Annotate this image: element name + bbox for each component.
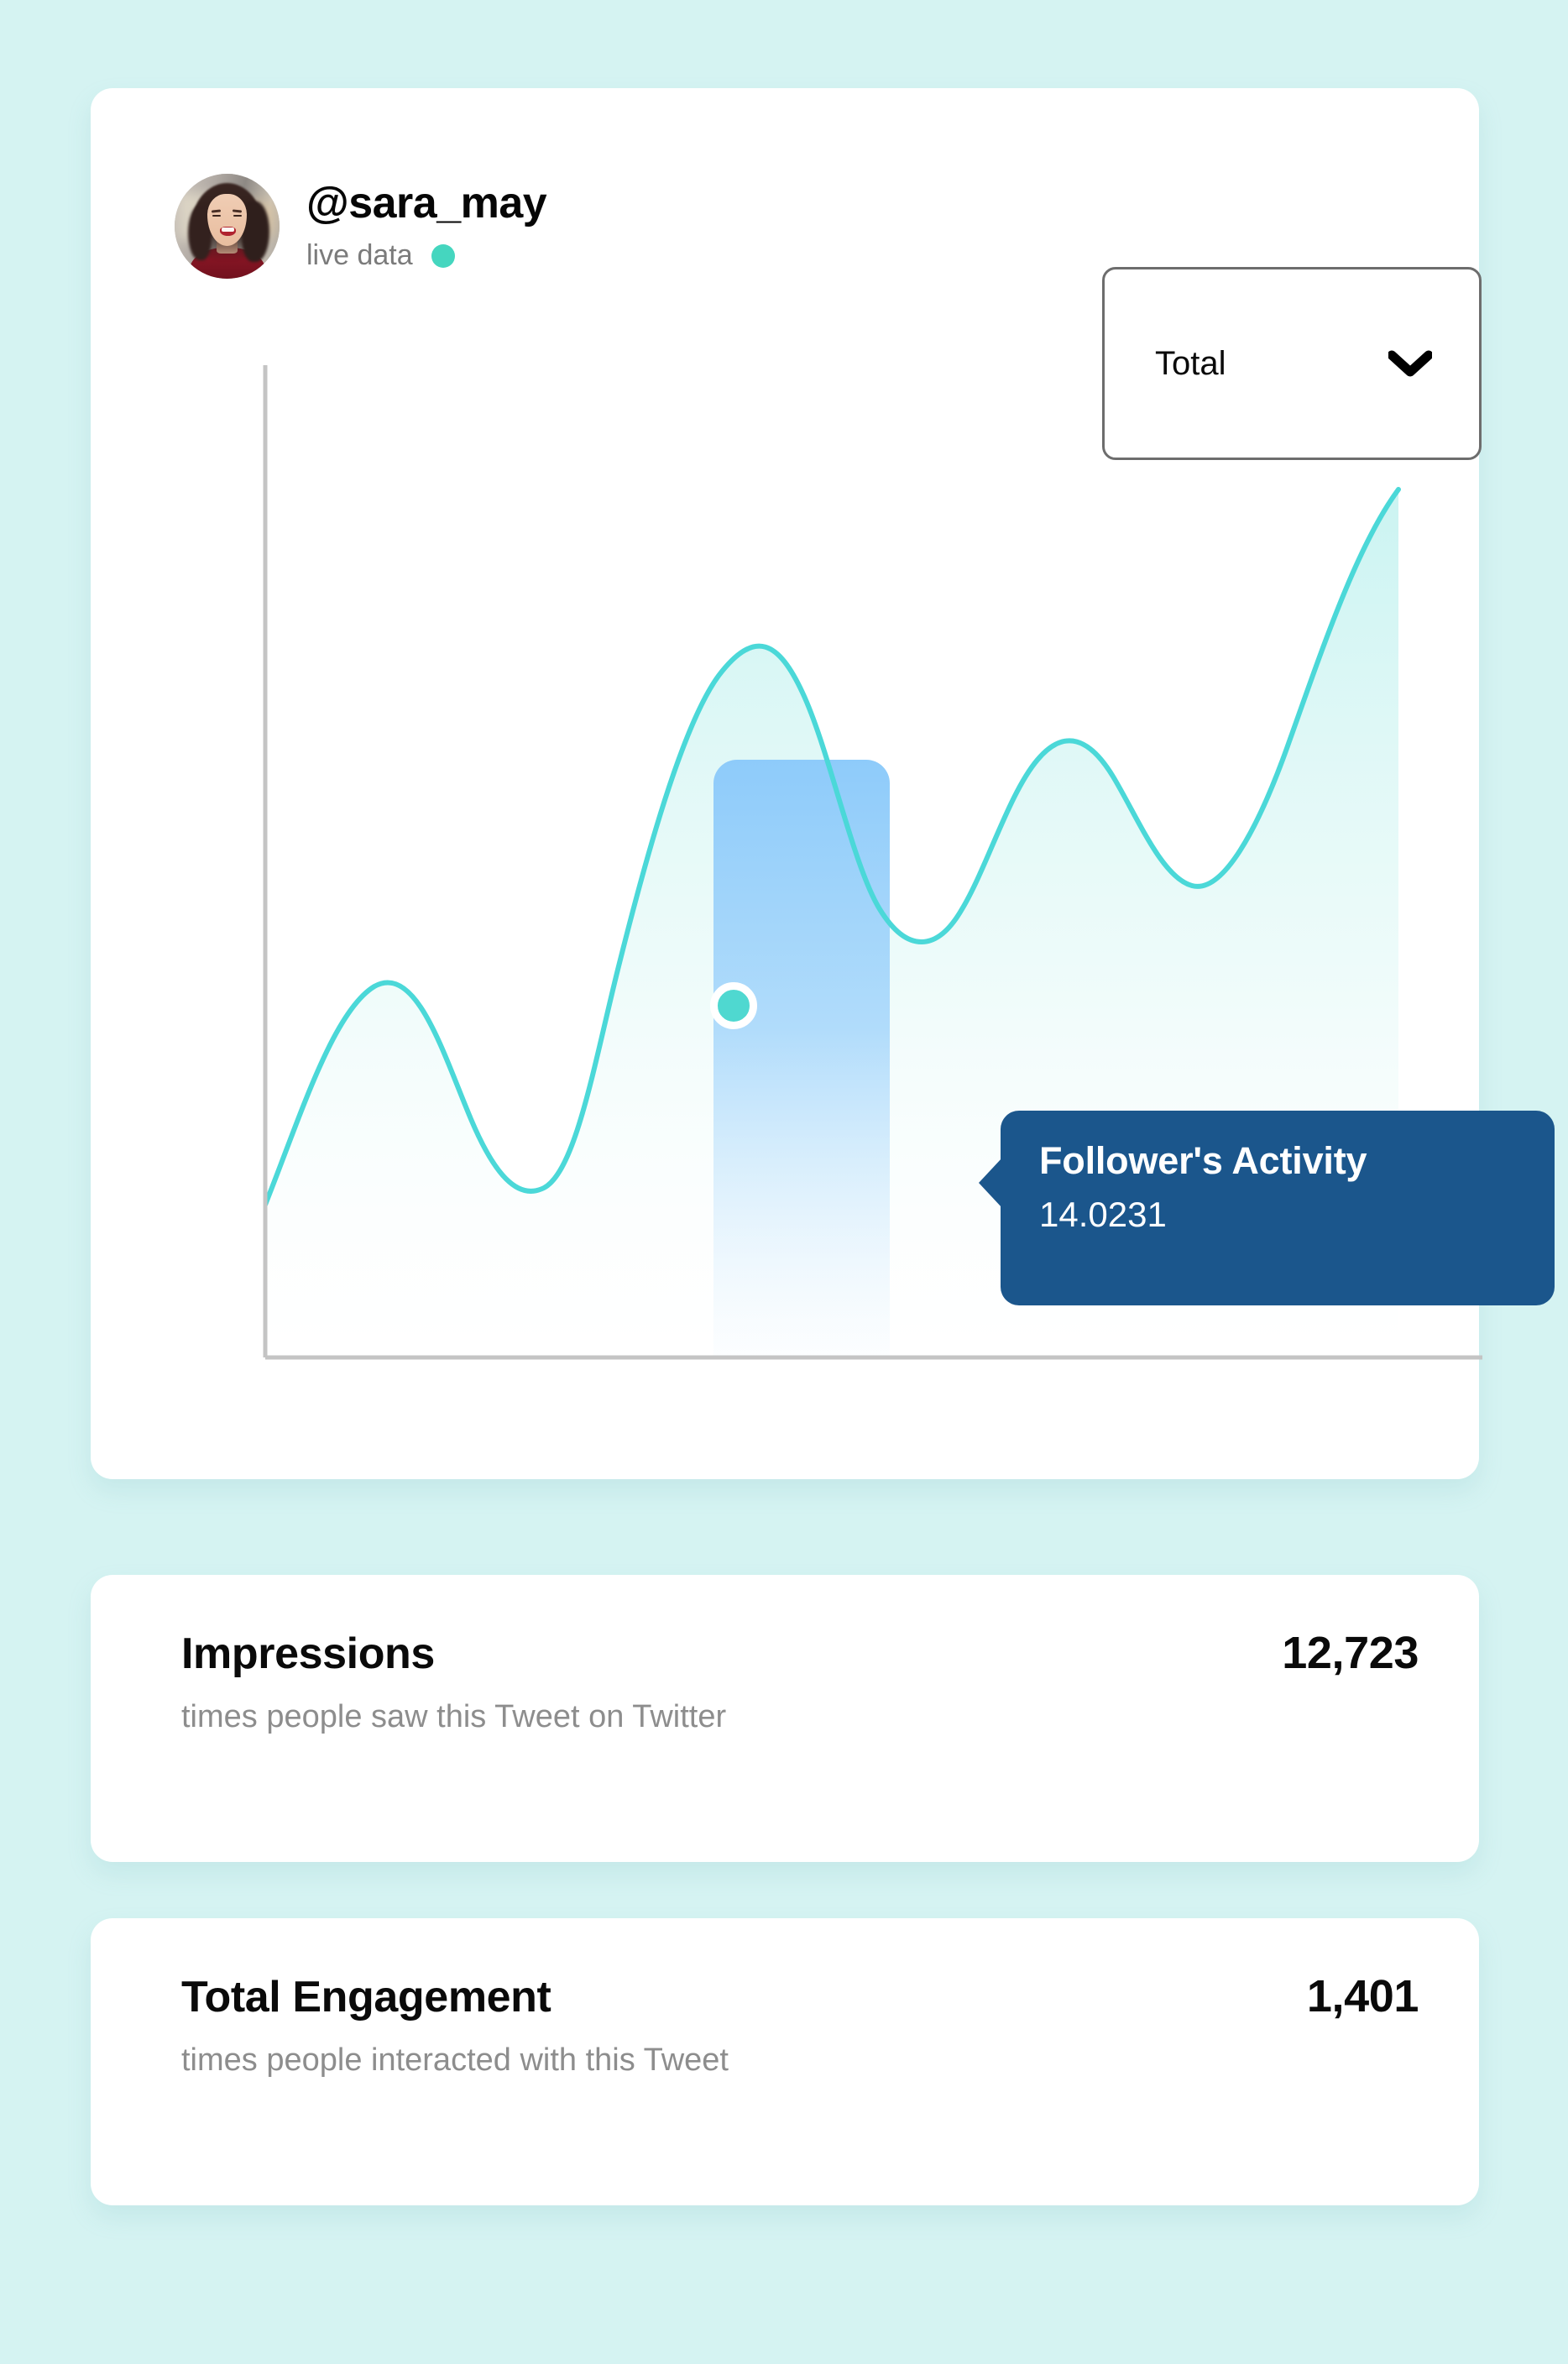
chevron-down-icon	[1388, 350, 1432, 377]
chart-line	[265, 487, 1401, 1207]
avatar-eye-left	[212, 214, 221, 217]
engagement-header: Total Engagement 1,401	[181, 1970, 1419, 2022]
tooltip-arrow-icon	[979, 1158, 1002, 1208]
profile-handle: @sara_may	[306, 178, 547, 228]
profile-header: @sara_may live data	[175, 174, 547, 279]
impressions-label: Impressions	[181, 1629, 435, 1678]
engagement-description: times people interacted with this Tweet	[181, 2042, 729, 2078]
profile-text: @sara_may live data	[306, 178, 547, 273]
chart-card: @sara_may live data Total	[91, 88, 1555, 1479]
metric-filter-dropdown[interactable]: Total	[1102, 267, 1482, 460]
live-status-label: live data	[306, 239, 413, 272]
avatar-brow-right	[232, 208, 243, 213]
avatar	[175, 174, 280, 279]
live-indicator-dot	[431, 243, 455, 268]
impressions-card: Impressions 12,723 times people saw this…	[91, 1575, 1479, 1862]
impressions-header: Impressions 12,723	[181, 1627, 1419, 1679]
activity-chart[interactable]: Follower's Activity 14.0231	[181, 365, 1555, 1364]
chart-tooltip: Follower's Activity 14.0231	[979, 1111, 1555, 1305]
avatar-brow-left	[211, 208, 222, 213]
impressions-value: 12,723	[1282, 1628, 1419, 1678]
engagement-card: Total Engagement 1,401 times people inte…	[91, 1918, 1479, 2205]
chart-highlight-bar	[713, 760, 890, 1357]
impressions-description: times people saw this Tweet on Twitter	[181, 1699, 727, 1734]
impressions-content: Impressions 12,723 times people saw this…	[181, 1627, 1419, 1735]
chart-data-point-marker[interactable]	[710, 982, 757, 1029]
avatar-eye-right	[233, 214, 242, 217]
engagement-label: Total Engagement	[181, 1973, 551, 2021]
tooltip-value: 14.0231	[1039, 1195, 1167, 1234]
live-status: live data	[306, 239, 546, 272]
avatar-face	[206, 193, 248, 247]
tooltip-title: Follower's Activity	[1039, 1139, 1367, 1182]
avatar-teeth	[221, 228, 234, 232]
metric-filter-value: Total	[1155, 344, 1226, 382]
engagement-content: Total Engagement 1,401 times people inte…	[181, 1970, 1419, 2079]
engagement-value: 1,401	[1306, 1971, 1419, 2021]
